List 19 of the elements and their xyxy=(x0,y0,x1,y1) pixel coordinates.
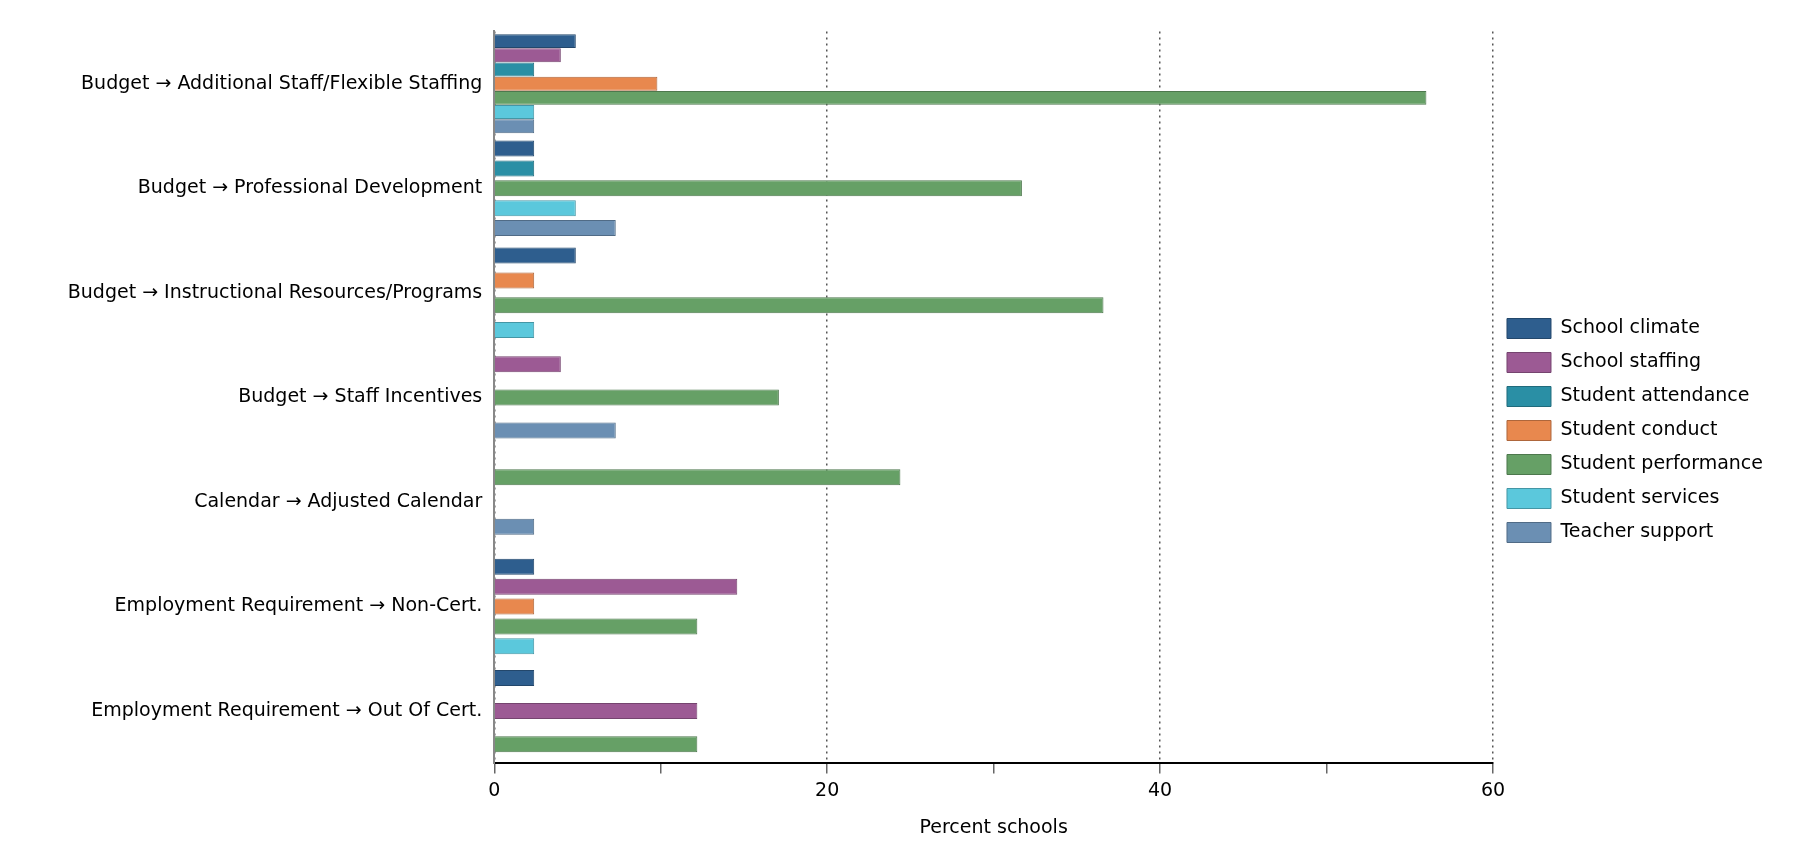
legend-label: Student services xyxy=(1560,485,1720,508)
y-tick-label: Budget → Additional Staff/Flexible Staffing xyxy=(81,70,483,93)
y-tick-label: Employment Requirement → Non-Cert. xyxy=(114,593,483,616)
x-tick-label: 60 xyxy=(1480,777,1506,800)
y-tick-label: Employment Requirement → Out Of Cert. xyxy=(91,698,483,721)
x-tick-label: 20 xyxy=(815,777,840,800)
legend-label: School staffing xyxy=(1560,349,1702,372)
legend-label: Student performance xyxy=(1560,451,1763,474)
x-tick-label: 0 xyxy=(488,777,501,800)
legend-label: Teacher support xyxy=(1559,519,1714,542)
x-axis-title: Percent schools xyxy=(919,814,1068,837)
y-tick-label: Budget → Instructional Resources/Programs xyxy=(67,279,483,302)
legend-label: Student conduct xyxy=(1560,417,1718,440)
legend-label: Student attendance xyxy=(1560,383,1750,406)
y-tick-label: Calendar → Adjusted Calendar xyxy=(194,488,483,511)
legend-label: School climate xyxy=(1560,315,1700,338)
y-tick-label: Budget → Professional Development xyxy=(137,175,483,198)
x-tick-label: 40 xyxy=(1147,777,1173,800)
y-tick-label: Budget → Staff Incentives xyxy=(238,384,483,407)
